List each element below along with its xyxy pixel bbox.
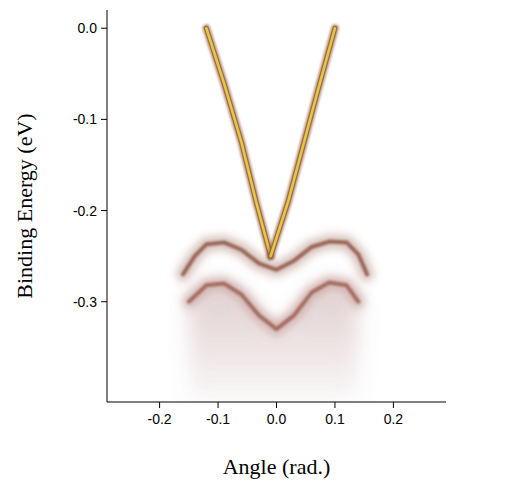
band-glow	[271, 28, 335, 256]
y-tick	[101, 301, 107, 302]
y-tick-label: -0.2	[73, 203, 97, 219]
x-tick-label: -0.1	[206, 411, 230, 427]
y-tick-label: -0.3	[73, 294, 97, 310]
x-tick	[276, 402, 277, 408]
x-tick-label: -0.2	[148, 411, 172, 427]
x-tick-label: 0.0	[267, 411, 287, 427]
x-tick	[334, 402, 335, 408]
x-tick-label: 0.1	[325, 411, 345, 427]
intensity-haze	[189, 283, 359, 402]
x-tick	[393, 402, 394, 408]
y-axis-title: Binding Energy (eV)	[12, 113, 37, 298]
band-edge	[271, 28, 335, 256]
bulk-band	[183, 242, 367, 275]
y-tick-label: 0.0	[78, 20, 98, 36]
band-glow	[183, 242, 367, 275]
surface-band	[271, 28, 335, 256]
band-glow	[206, 28, 270, 256]
surface-band	[206, 28, 270, 256]
band-edge	[206, 28, 270, 256]
y-tick	[101, 28, 107, 29]
chart: -0.2 -0.1 0.0 0.1 0.2 0.0 -0.1 -0.2 -0.3 Angle (r…	[0, 0, 513, 484]
plot-area	[183, 28, 367, 402]
x-tick-label: 0.2	[384, 411, 404, 427]
y-tick-label: -0.1	[73, 111, 97, 127]
band-glow	[189, 283, 358, 329]
y-tick	[101, 210, 107, 211]
y-axis-line	[107, 10, 108, 402]
x-tick	[218, 402, 219, 408]
x-tick	[159, 402, 160, 408]
x-axis-title: Angle (rad.)	[223, 454, 331, 479]
y-tick	[101, 119, 107, 120]
bulk-band	[189, 283, 358, 329]
